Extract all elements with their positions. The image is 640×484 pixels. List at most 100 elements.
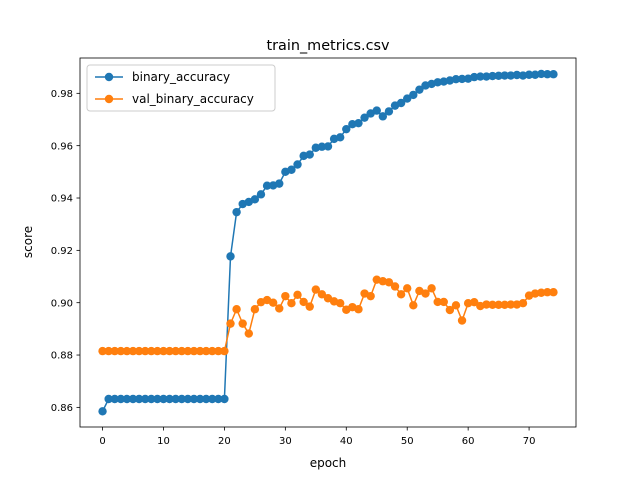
y-tick-label-0.86: 0.86 xyxy=(51,403,73,414)
data-point-val_binary_accuracy-66 xyxy=(500,300,509,309)
legend-label-val_binary_accuracy: val_binary_accuracy xyxy=(132,92,254,106)
data-point-val_binary_accuracy-28 xyxy=(268,298,278,307)
y-tick-label-0.90: 0.90 xyxy=(51,298,73,309)
series-val_binary_accuracy xyxy=(98,275,558,356)
y-tick-label-0.88: 0.88 xyxy=(51,351,73,362)
data-point-binary_accuracy-29 xyxy=(275,179,284,188)
x-tick-label-40: 40 xyxy=(340,436,353,447)
data-point-binary_accuracy-36 xyxy=(317,142,327,151)
data-point-binary_accuracy-9 xyxy=(153,394,162,404)
data-point-binary_accuracy-12 xyxy=(171,394,180,404)
data-point-val_binary_accuracy-71 xyxy=(530,289,540,298)
data-point-val_binary_accuracy-3 xyxy=(116,346,126,356)
data-point-val_binary_accuracy-67 xyxy=(506,300,515,309)
data-point-binary_accuracy-37 xyxy=(323,142,333,151)
data-point-val_binary_accuracy-35 xyxy=(311,285,321,294)
data-point-binary_accuracy-32 xyxy=(293,160,302,169)
data-point-binary_accuracy-70 xyxy=(524,70,534,79)
data-point-binary_accuracy-71 xyxy=(530,70,540,79)
data-point-binary_accuracy-45 xyxy=(372,106,381,115)
data-point-val_binary_accuracy-31 xyxy=(287,299,296,308)
data-point-val_binary_accuracy-65 xyxy=(494,300,503,309)
data-point-val_binary_accuracy-13 xyxy=(177,346,186,356)
data-point-binary_accuracy-27 xyxy=(262,181,272,190)
data-point-binary_accuracy-67 xyxy=(506,71,515,80)
data-point-binary_accuracy-58 xyxy=(451,75,461,84)
data-point-binary_accuracy-8 xyxy=(147,394,156,404)
data-point-val_binary_accuracy-39 xyxy=(335,299,345,308)
data-point-binary_accuracy-7 xyxy=(141,394,150,404)
data-point-val_binary_accuracy-59 xyxy=(457,316,467,325)
data-point-binary_accuracy-39 xyxy=(335,133,345,142)
data-point-val_binary_accuracy-4 xyxy=(122,346,132,356)
data-point-val_binary_accuracy-72 xyxy=(537,288,546,297)
data-point-val_binary_accuracy-34 xyxy=(305,302,314,311)
data-point-val_binary_accuracy-32 xyxy=(293,290,302,300)
data-point-binary_accuracy-34 xyxy=(305,150,314,159)
data-point-binary_accuracy-65 xyxy=(494,71,503,81)
data-point-binary_accuracy-40 xyxy=(342,124,351,134)
data-point-val_binary_accuracy-53 xyxy=(421,289,430,298)
data-point-val_binary_accuracy-2 xyxy=(110,346,119,356)
data-point-binary_accuracy-21 xyxy=(226,252,235,261)
data-point-binary_accuracy-72 xyxy=(537,69,546,79)
x-tick-label-60: 60 xyxy=(462,436,475,447)
data-point-val_binary_accuracy-57 xyxy=(445,305,455,315)
data-point-binary_accuracy-26 xyxy=(256,190,266,199)
data-point-binary_accuracy-49 xyxy=(396,98,406,108)
data-point-binary_accuracy-64 xyxy=(488,71,497,81)
y-tick-label-0.92: 0.92 xyxy=(51,246,73,257)
data-point-binary_accuracy-5 xyxy=(128,394,138,404)
data-point-binary_accuracy-59 xyxy=(457,74,467,84)
x-axis-label: epoch xyxy=(310,456,347,470)
data-point-val_binary_accuracy-47 xyxy=(384,278,394,287)
data-point-binary_accuracy-52 xyxy=(415,85,424,94)
data-point-binary_accuracy-73 xyxy=(543,70,552,79)
data-point-val_binary_accuracy-6 xyxy=(134,346,144,356)
data-point-val_binary_accuracy-33 xyxy=(299,297,308,307)
data-point-val_binary_accuracy-15 xyxy=(189,346,199,356)
data-point-val_binary_accuracy-30 xyxy=(281,291,290,301)
x-tick-label-50: 50 xyxy=(401,436,414,447)
axes-frame xyxy=(79,57,577,428)
data-point-binary_accuracy-13 xyxy=(177,394,186,404)
legend: binary_accuracy val_binary_accuracy xyxy=(86,64,276,112)
data-point-val_binary_accuracy-20 xyxy=(220,346,229,356)
data-point-binary_accuracy-1 xyxy=(104,394,113,404)
data-point-val_binary_accuracy-73 xyxy=(543,288,552,297)
data-point-binary_accuracy-2 xyxy=(110,394,119,404)
data-point-binary_accuracy-6 xyxy=(134,394,144,404)
series-binary_accuracy xyxy=(98,69,558,416)
data-point-binary_accuracy-11 xyxy=(165,394,174,404)
data-point-val_binary_accuracy-14 xyxy=(183,346,193,356)
data-point-binary_accuracy-3 xyxy=(116,394,126,404)
legend-marker-binary_accuracy xyxy=(104,72,114,82)
data-point-val_binary_accuracy-25 xyxy=(250,305,260,314)
data-point-val_binary_accuracy-54 xyxy=(427,284,436,293)
data-point-binary_accuracy-66 xyxy=(500,71,509,80)
data-point-binary_accuracy-46 xyxy=(378,112,388,121)
data-point-binary_accuracy-16 xyxy=(195,394,205,404)
data-point-binary_accuracy-14 xyxy=(183,394,193,404)
x-tick-label-10: 10 xyxy=(157,436,170,447)
data-point-val_binary_accuracy-61 xyxy=(470,297,479,307)
y-tick-label-0.96: 0.96 xyxy=(51,141,73,152)
data-point-val_binary_accuracy-9 xyxy=(153,346,162,356)
data-point-val_binary_accuracy-42 xyxy=(354,305,363,314)
data-point-val_binary_accuracy-74 xyxy=(549,288,558,297)
data-point-val_binary_accuracy-55 xyxy=(433,297,442,307)
data-point-binary_accuracy-0 xyxy=(98,407,107,416)
legend-label-binary_accuracy: binary_accuracy xyxy=(132,70,230,84)
data-point-val_binary_accuracy-29 xyxy=(275,304,284,313)
data-point-binary_accuracy-62 xyxy=(476,72,485,81)
axes: 0 10 20 30 40 50 60 70 0.86 0.88 0.90 0.92 0.94 0.96 0… xyxy=(51,57,577,447)
data-point-val_binary_accuracy-50 xyxy=(403,284,412,293)
data-point-binary_accuracy-47 xyxy=(384,107,394,116)
data-point-binary_accuracy-51 xyxy=(409,90,418,100)
data-point-binary_accuracy-4 xyxy=(122,394,132,404)
x-tick-label-30: 30 xyxy=(279,436,292,447)
data-point-binary_accuracy-15 xyxy=(189,394,199,404)
data-point-val_binary_accuracy-51 xyxy=(409,301,418,310)
